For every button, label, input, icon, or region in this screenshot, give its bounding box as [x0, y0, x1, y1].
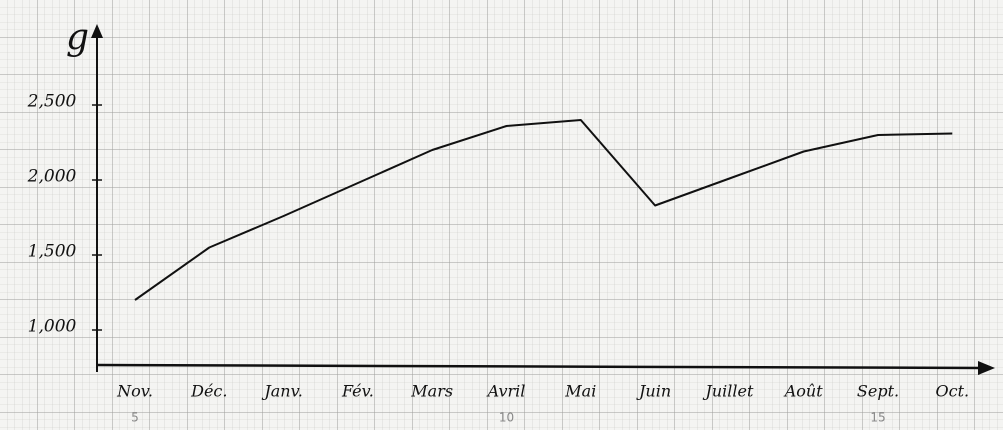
x-tick-label: Oct.: [936, 382, 970, 401]
x-tick-label: Déc.: [190, 382, 227, 401]
x-tick-label: Juillet: [702, 382, 754, 401]
axis-unit: g: [66, 17, 89, 58]
x-arrow: [978, 361, 995, 375]
annotation: 15: [870, 411, 885, 425]
annotation: 10: [499, 411, 514, 425]
x-tick-label: Janv.: [261, 382, 302, 401]
x-tick-label: Avril: [486, 382, 526, 401]
y-tick-label: 1,000: [28, 317, 77, 337]
annotation: 5: [131, 411, 139, 425]
x-tick-label: Fév.: [341, 382, 374, 401]
x-tick-label: Mai: [564, 382, 596, 401]
y-tick-label: 2,000: [27, 167, 77, 187]
x-tick-label: Août: [783, 382, 823, 401]
x-tick-label: Juin: [636, 382, 671, 401]
x-tick-label: Sept.: [857, 382, 899, 401]
y-tick-label: 1,500: [28, 242, 77, 262]
x-axis: [96, 363, 986, 370]
y-tick-label: 2,500: [27, 92, 77, 112]
y-arrow: [91, 24, 103, 38]
x-tick-label: Mars: [410, 382, 453, 401]
line: [134, 119, 953, 301]
x-tick-label: Nov.: [116, 382, 153, 401]
